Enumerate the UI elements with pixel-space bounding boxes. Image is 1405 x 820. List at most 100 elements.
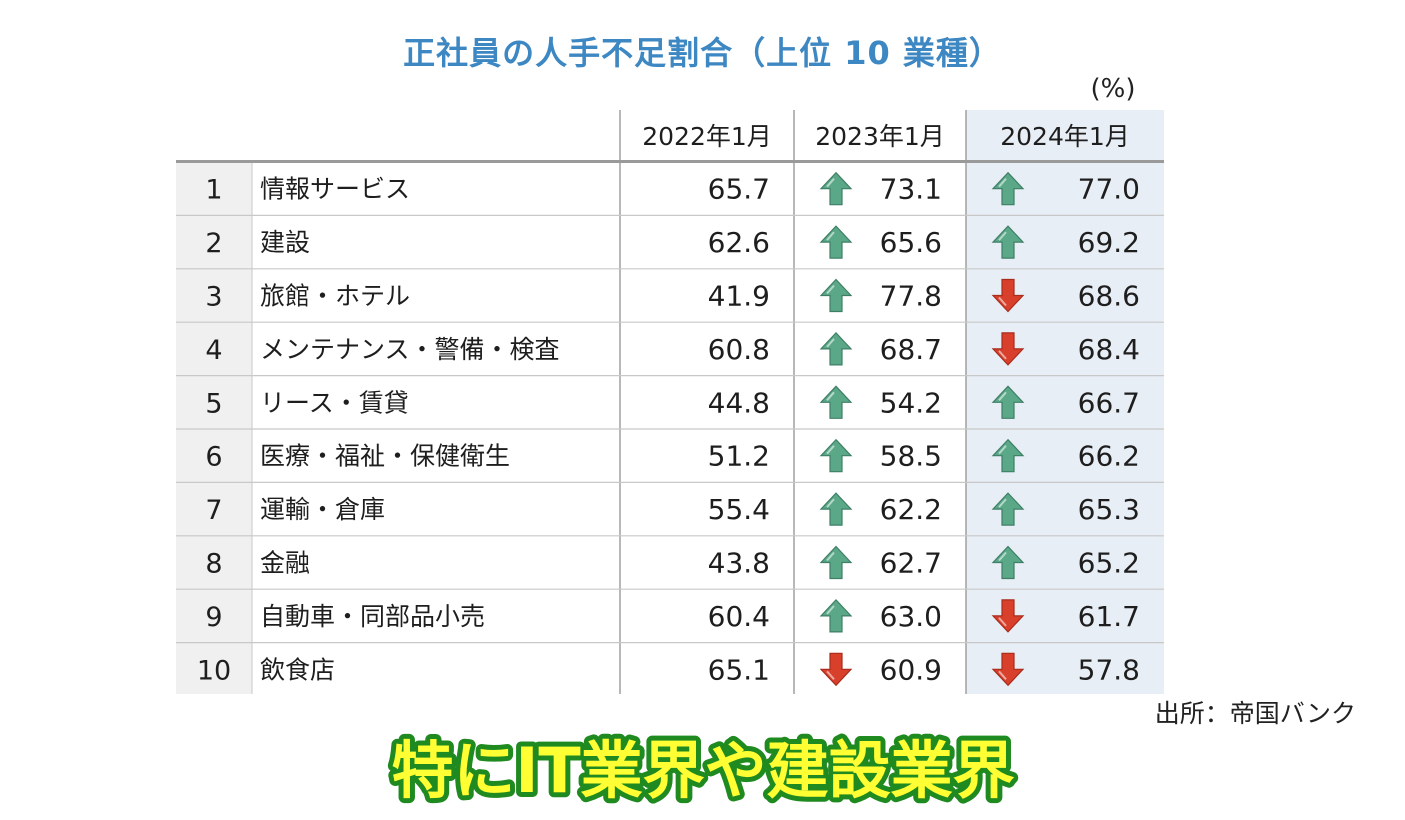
caption-text: 特にIT業界や建設業界	[391, 734, 1014, 807]
table-svg: 2022年1月 2023年1月 2024年1月 1 情報サービス 65.7 73.1 77.0…	[176, 110, 1164, 694]
value-cell-3: 77.0	[1078, 173, 1140, 206]
value-cell-2: 58.5	[880, 440, 942, 473]
arrow-highlight	[998, 391, 1007, 401]
value-cell-2: 62.7	[880, 547, 942, 580]
arrow-highlight	[998, 350, 1007, 360]
up-arrow-icon	[991, 385, 1025, 419]
arrow-highlight	[998, 551, 1007, 562]
value-cell-1: 62.6	[708, 226, 770, 259]
up-arrow-shape	[819, 171, 853, 206]
rank-cell: 3	[205, 282, 222, 313]
arrow-highlight	[826, 445, 835, 455]
value-cell-3: 61.7	[1078, 600, 1140, 633]
caption-outline: 特にIT業界や建設業界	[391, 734, 1014, 807]
down-arrow-icon	[991, 332, 1025, 366]
up-arrow-shape	[819, 332, 853, 366]
value-cell-2: 60.9	[880, 653, 942, 686]
rank-cell: 4	[205, 335, 222, 366]
source-label: 出所：帝国バンク	[1154, 699, 1356, 728]
arrow-highlight	[998, 445, 1007, 455]
table-row: 8 金融 43.8 62.7 65.2	[176, 545, 1164, 590]
industry-cell: 医療・福祉・保健衛生	[260, 442, 510, 471]
up-arrow-icon	[819, 599, 853, 633]
value-cell-1: 60.8	[708, 333, 770, 366]
caption-banner: 特にIT業界や建設業界 特にIT業界や建設業界	[0, 726, 1405, 816]
table-row: 10 飲食店 65.1 60.9 57.8	[197, 652, 1140, 687]
up-arrow-shape	[819, 545, 853, 580]
up-arrow-shape	[819, 278, 853, 313]
up-arrow-shape	[991, 492, 1025, 526]
up-arrow-icon	[991, 225, 1025, 259]
up-arrow-icon	[819, 225, 853, 259]
arrow-highlight	[826, 178, 835, 188]
industry-cell: 飲食店	[260, 655, 335, 684]
value-cell-1: 51.2	[708, 440, 770, 473]
unit-label: (%)	[1090, 74, 1136, 104]
rank-cell: 8	[205, 549, 222, 580]
up-arrow-shape	[819, 438, 853, 473]
up-arrow-shape	[991, 438, 1025, 473]
caption-svg: 特にIT業界や建設業界 特にIT業界や建設業界	[386, 729, 1019, 812]
arrow-highlight	[998, 498, 1007, 508]
up-arrow-icon	[819, 385, 853, 419]
up-arrow-icon	[819, 492, 853, 526]
table-row: 1 情報サービス 65.7 73.1 77.0	[176, 171, 1164, 217]
down-arrow-icon	[819, 652, 853, 687]
arrow-highlight	[998, 178, 1007, 188]
up-arrow-icon	[991, 492, 1025, 526]
industry-cell: リース・賃貸	[260, 388, 409, 417]
industry-cell: 自動車・同部品小売	[260, 602, 485, 631]
value-cell-1: 60.4	[708, 600, 770, 633]
arrow-highlight	[826, 605, 835, 615]
arrow-highlight	[998, 670, 1007, 680]
table-row: 4 メンテナンス・警備・検査 60.8 68.7 68.4	[176, 332, 1164, 377]
arrow-highlight	[826, 670, 835, 680]
value-cell-3: 65.2	[1078, 547, 1140, 580]
value-cell-1: 55.4	[708, 493, 770, 526]
up-arrow-shape	[991, 225, 1025, 259]
value-cell-2: 62.2	[880, 493, 942, 526]
table-row: 9 自動車・同部品小売 60.4 63.0 61.7	[176, 599, 1164, 644]
up-arrow-icon	[991, 438, 1025, 473]
down-arrow-shape	[991, 332, 1025, 366]
down-arrow-shape	[991, 652, 1025, 687]
column-header-3: 2024年1月	[1000, 122, 1130, 151]
value-cell-2: 68.7	[880, 333, 942, 366]
value-cell-3: 66.7	[1078, 386, 1140, 419]
industry-cell: 運輸・倉庫	[260, 495, 385, 524]
table-row: 5 リース・賃貸 44.8 54.2 66.7	[176, 385, 1164, 430]
value-cell-1: 43.8	[708, 547, 770, 580]
rank-cell: 2	[205, 228, 222, 259]
up-arrow-icon	[819, 171, 853, 206]
arrow-highlight	[998, 296, 1007, 307]
up-arrow-shape	[819, 599, 853, 633]
industry-cell: 金融	[260, 549, 310, 578]
rank-column-bg	[176, 162, 252, 694]
rank-cell: 6	[205, 442, 222, 473]
value-cell-3: 66.2	[1078, 440, 1140, 473]
value-cell-1: 65.7	[708, 173, 770, 206]
up-arrow-shape	[819, 385, 853, 419]
rank-cell: 5	[205, 388, 222, 419]
arrow-highlight	[998, 231, 1007, 241]
column-header-1: 2022年1月	[642, 122, 772, 151]
rank-cell: 1	[205, 175, 222, 206]
up-arrow-icon	[819, 278, 853, 313]
up-arrow-shape	[819, 492, 853, 526]
arrow-highlight	[826, 284, 835, 295]
up-arrow-shape	[991, 171, 1025, 206]
down-arrow-icon	[991, 652, 1025, 687]
up-arrow-icon	[991, 545, 1025, 580]
up-arrow-shape	[991, 385, 1025, 419]
column-header-2: 2023年1月	[815, 122, 945, 151]
value-cell-3: 57.8	[1078, 653, 1140, 686]
down-arrow-shape	[819, 652, 853, 687]
arrow-highlight	[826, 338, 835, 348]
industry-cell: 情報サービス	[260, 175, 410, 204]
arrow-highlight	[998, 617, 1007, 627]
rank-cell: 9	[205, 602, 222, 633]
arrow-highlight	[826, 551, 835, 562]
value-cell-2: 54.2	[880, 386, 942, 419]
up-arrow-icon	[991, 171, 1025, 206]
up-arrow-shape	[991, 545, 1025, 580]
